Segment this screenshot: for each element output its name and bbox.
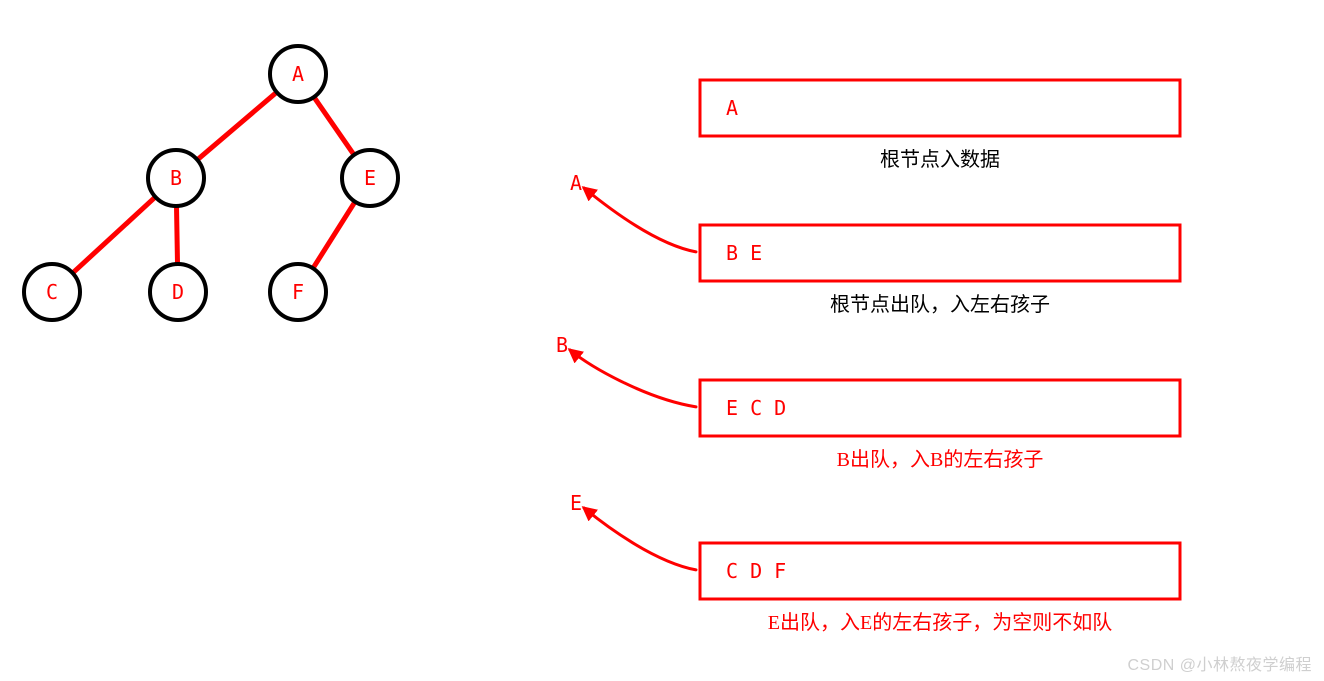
watermark-text: CSDN @小林熬夜学编程: [1127, 651, 1312, 675]
queue-content: E C D: [726, 396, 786, 420]
tree-node-label: F: [292, 280, 304, 304]
tree-node-label: C: [46, 280, 58, 304]
dequeue-label: A: [570, 171, 582, 195]
dequeue-arrow: [584, 508, 696, 570]
tree-edge: [314, 97, 354, 155]
dequeue-label: E: [570, 491, 582, 515]
diagram-canvas: A B E C D F A 根节点入数据 B E 根节点出队，入左右孩子 A E C D B出队，入B的…: [0, 0, 1324, 681]
queue-box: [700, 80, 1180, 136]
queue-content: B E: [726, 241, 762, 265]
queue-caption: 根节点出队，入左右孩子: [830, 293, 1050, 316]
tree-node-label: E: [364, 166, 376, 190]
tree-edge: [197, 92, 276, 160]
queue-caption: B出队，入B的左右孩子: [837, 448, 1044, 471]
queue-content: C D F: [726, 559, 786, 583]
tree-edge: [73, 197, 156, 273]
dequeue-arrow: [584, 188, 696, 252]
queue-caption: E出队，入E的左右孩子，为空则不如队: [768, 611, 1112, 634]
queue-box: [700, 225, 1180, 281]
queue-content: A: [726, 96, 738, 120]
dequeue-arrow: [570, 350, 696, 407]
dequeue-label: B: [556, 333, 568, 357]
tree-node-label: D: [172, 280, 184, 304]
tree-node-label: B: [170, 166, 182, 190]
tree-edge: [313, 202, 355, 269]
queue-caption: 根节点入数据: [880, 148, 1000, 171]
tree-edge: [176, 206, 177, 264]
tree-node-label: A: [292, 62, 304, 86]
